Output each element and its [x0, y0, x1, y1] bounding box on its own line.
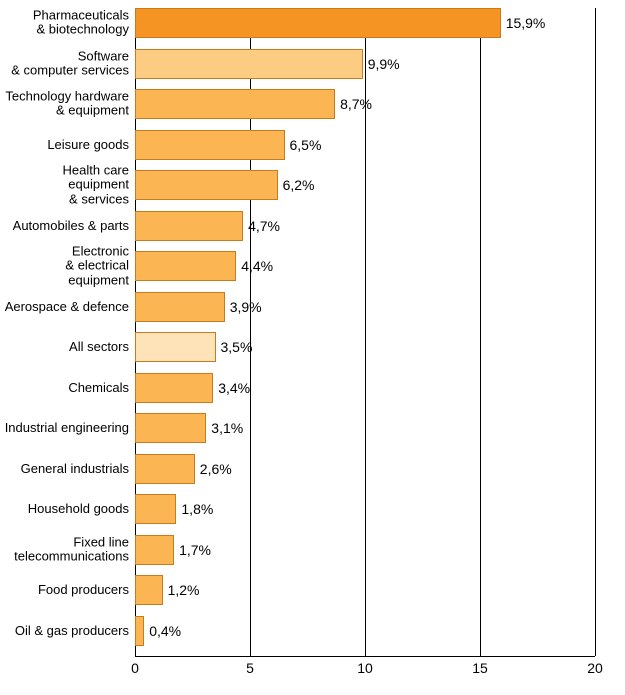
category-label: Automobiles & parts [2, 218, 129, 232]
bar [135, 49, 363, 79]
bar [135, 535, 174, 565]
value-label: 0,4% [149, 623, 181, 639]
bar-row: 8,7% [135, 89, 595, 119]
value-label: 3,4% [218, 380, 250, 396]
x-tick-label: 20 [587, 660, 603, 676]
category-label: General industrials [2, 461, 129, 475]
bar [135, 616, 144, 646]
bar-row: 3,5% [135, 332, 595, 362]
value-label: 15,9% [506, 15, 546, 31]
bar [135, 89, 335, 119]
value-label: 1,2% [168, 582, 200, 598]
value-label: 8,7% [340, 96, 372, 112]
value-label: 9,9% [368, 56, 400, 72]
value-label: 1,7% [179, 542, 211, 558]
bar [135, 292, 225, 322]
bar [135, 373, 213, 403]
category-label: Industrial engineering [2, 421, 129, 435]
bar [135, 494, 176, 524]
bar-row: 1,2% [135, 575, 595, 605]
bar [135, 575, 163, 605]
category-label: Pharmaceuticals & biotechnology [2, 9, 129, 38]
bar-row: 4,7% [135, 211, 595, 241]
value-label: 6,2% [283, 177, 315, 193]
bar-row: 1,8% [135, 494, 595, 524]
x-tick-label: 10 [357, 660, 373, 676]
category-label: Food producers [2, 583, 129, 597]
value-label: 3,1% [211, 420, 243, 436]
plot-area: 15,9% 9,9% 8,7% 6,5% 6,2% 4,7% 4,4% 3,9% 3,5% 3,4… [135, 8, 595, 656]
value-label: 3,5% [221, 339, 253, 355]
bar-row: 2,6% [135, 454, 595, 484]
x-tick-label: 5 [246, 660, 254, 676]
category-label: Fixed line telecommunications [2, 535, 129, 564]
category-label: Leisure goods [2, 137, 129, 151]
bar [135, 454, 195, 484]
bar [135, 413, 206, 443]
category-label: Health care equipment & services [2, 164, 129, 207]
bar-row: 3,4% [135, 373, 595, 403]
category-label: All sectors [2, 340, 129, 354]
value-label: 4,4% [241, 258, 273, 274]
category-label: Electronic & electrical equipment [2, 245, 129, 288]
category-label: Technology hardware & equipment [2, 90, 129, 119]
category-label: Aerospace & defence [2, 299, 129, 313]
bar-row: 6,2% [135, 170, 595, 200]
bar [135, 130, 285, 160]
bar-row: 0,4% [135, 616, 595, 646]
bar-row: 9,9% [135, 49, 595, 79]
x-tick-label: 0 [131, 660, 139, 676]
bar-row: 4,4% [135, 251, 595, 281]
value-label: 6,5% [290, 137, 322, 153]
bar [135, 170, 278, 200]
bar [135, 211, 243, 241]
bar-row: 6,5% [135, 130, 595, 160]
category-label: Software & computer services [2, 49, 129, 78]
value-label: 3,9% [230, 299, 262, 315]
category-label: Household goods [2, 502, 129, 516]
bar-row: 3,9% [135, 292, 595, 322]
bar-row: 15,9% [135, 8, 595, 38]
value-label: 1,8% [181, 501, 213, 517]
value-label: 2,6% [200, 461, 232, 477]
bar [135, 8, 501, 38]
hbar-chart: 15,9% 9,9% 8,7% 6,5% 6,2% 4,7% 4,4% 3,9% 3,5% 3,4… [0, 0, 625, 695]
bar-row: 3,1% [135, 413, 595, 443]
value-label: 4,7% [248, 218, 280, 234]
bar [135, 332, 216, 362]
category-label: Chemicals [2, 380, 129, 394]
bar-row: 1,7% [135, 535, 595, 565]
x-tick-labels: 05101520 [135, 656, 595, 686]
gridline [595, 8, 596, 656]
category-label: Oil & gas producers [2, 623, 129, 637]
bar [135, 251, 236, 281]
x-tick-label: 15 [472, 660, 488, 676]
